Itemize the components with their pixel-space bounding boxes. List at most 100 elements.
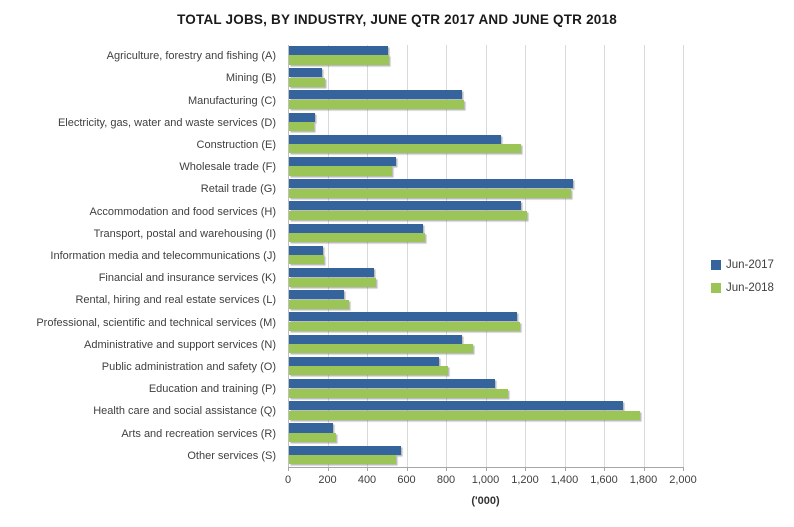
category-row (289, 356, 684, 378)
bar-jun-2018 (289, 188, 572, 198)
x-tick-mark (485, 467, 487, 471)
x-tick-label: 400 (357, 474, 377, 486)
bar-jun-2017 (289, 245, 323, 255)
bar-jun-2018 (289, 166, 392, 176)
bar-jun-2018 (289, 210, 527, 220)
bar-jun-2018 (289, 277, 376, 287)
bar-jun-2017 (289, 401, 623, 411)
bar-jun-2017 (289, 445, 401, 455)
x-tick-label: 600 (397, 474, 416, 486)
category-row (289, 312, 684, 334)
category-label: Professional, scientific and technical s… (36, 316, 276, 329)
x-axis-title: ('000) (471, 495, 500, 507)
category-label: Health care and social assistance (Q) (93, 405, 276, 418)
x-tick-mark (643, 467, 645, 471)
bar-jun-2017 (289, 179, 574, 189)
gridline (525, 45, 526, 467)
x-tick-label: 200 (318, 474, 337, 486)
category-row (289, 378, 684, 400)
bar-jun-2018 (289, 321, 521, 332)
x-tick-mark (446, 467, 447, 471)
bar-jun-2017 (289, 156, 396, 167)
category-label: Public administration and safety (O) (101, 361, 276, 374)
bar-jun-2018 (289, 99, 464, 109)
category-row (289, 245, 684, 267)
x-tick-mark (288, 467, 289, 471)
x-tick-label: 1,200 (511, 474, 539, 486)
bar-jun-2017 (289, 45, 388, 55)
bar-jun-2017 (289, 290, 345, 300)
bar-jun-2017 (289, 90, 462, 100)
category-row (289, 67, 684, 89)
legend-label: Jun-2017 (726, 259, 774, 271)
bar-jun-2017 (289, 134, 502, 144)
category-row (289, 445, 684, 467)
legend-label: Jun-2018 (726, 282, 774, 294)
x-tick-label: 1,600 (590, 474, 618, 486)
x-tick-label: 1,000 (471, 474, 500, 486)
bar-jun-2017 (289, 356, 440, 366)
category-label: Agriculture, forestry and fishing (A) (106, 50, 276, 63)
category-label: Wholesale trade (F) (179, 161, 276, 174)
gridline (485, 45, 487, 467)
category-row (289, 423, 684, 445)
chart-title: TOTAL JOBS, BY INDUSTRY, JUNE QTR 2017 A… (177, 12, 617, 27)
bar-jun-2017 (289, 201, 522, 211)
category-row (289, 45, 684, 67)
legend-swatch-jun-2017 (711, 260, 721, 270)
gridline (367, 45, 368, 467)
bar-jun-2018 (289, 255, 324, 265)
category-row (289, 400, 684, 422)
gridline (406, 45, 408, 467)
gridline (327, 45, 329, 467)
category-label: Education and training (P) (148, 383, 276, 396)
bar-jun-2017 (289, 334, 462, 344)
bar-jun-2017 (289, 423, 334, 433)
category-row (289, 334, 684, 356)
category-row (289, 178, 684, 200)
category-label: Rental, hiring and real estate services … (75, 294, 276, 307)
category-row (289, 267, 684, 289)
bar-jun-2017 (289, 68, 322, 78)
x-tick-mark (406, 467, 408, 471)
category-axis: Agriculture, forestry and fishing (A) Min… (0, 45, 282, 467)
category-row (289, 156, 684, 178)
category-row (289, 134, 684, 156)
bar-jun-2018 (289, 122, 315, 132)
bar-jun-2017 (289, 379, 496, 389)
gridline (446, 45, 447, 467)
bar-jun-2017 (289, 223, 424, 233)
bar-jun-2018 (289, 233, 426, 243)
gridline (604, 45, 605, 467)
category-label: Manufacturing (C) (187, 94, 276, 107)
legend-item: Jun-2017 (711, 259, 774, 271)
bar-jun-2018 (289, 388, 509, 398)
x-tick-label: 1,800 (629, 474, 658, 486)
legend: Jun-2017 Jun-2018 (711, 259, 774, 305)
category-label: Administrative and support services (N) (84, 338, 276, 351)
bar-jun-2018 (289, 144, 522, 154)
bar-jun-2018 (289, 344, 473, 354)
category-label: Transport, postal and warehousing (I) (93, 227, 276, 240)
x-tick-label: 1,400 (550, 474, 579, 486)
x-tick-mark (564, 467, 566, 471)
plot-area (288, 45, 684, 468)
category-label: Electricity, gas, water and waste servic… (57, 116, 276, 129)
category-label: Mining (B) (225, 72, 276, 85)
category-row (289, 200, 684, 222)
x-tick-label: 2,000 (669, 474, 697, 486)
gridline (564, 45, 566, 467)
x-tick-mark (525, 467, 526, 471)
x-tick-mark (604, 467, 605, 471)
bar-jun-2018 (289, 433, 337, 443)
x-axis-tick-marks (288, 467, 684, 471)
bar-jun-2018 (289, 366, 448, 376)
category-label: Construction (E) (196, 138, 276, 151)
bar-jun-2018 (289, 455, 396, 465)
x-tick-label: 0 (284, 474, 292, 486)
bar-jun-2018 (289, 299, 350, 309)
bar-jun-2017 (289, 112, 315, 122)
category-label: Retail trade (G) (200, 183, 276, 196)
legend-swatch-jun-2018 (711, 283, 721, 293)
